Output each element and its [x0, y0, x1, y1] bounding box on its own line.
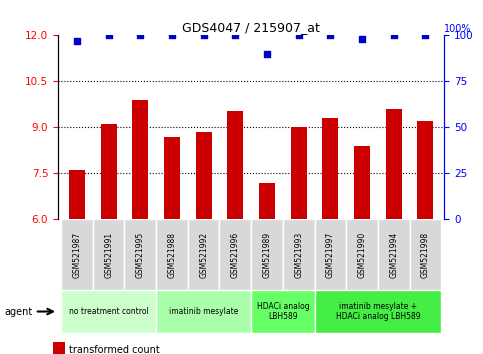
Text: GSM521988: GSM521988 — [168, 232, 176, 278]
Bar — [314, 219, 346, 290]
Bar — [61, 219, 93, 290]
Point — [263, 51, 271, 57]
Bar — [125, 219, 156, 290]
Bar — [132, 100, 148, 219]
Point — [168, 33, 176, 38]
Bar — [53, 342, 65, 354]
Point — [422, 33, 429, 38]
Text: GSM521998: GSM521998 — [421, 232, 430, 278]
Text: GSM521996: GSM521996 — [231, 232, 240, 278]
Text: imatinib mesylate: imatinib mesylate — [169, 307, 238, 316]
Text: 100%: 100% — [444, 24, 472, 34]
Text: imatinib mesylate +
HDACi analog LBH589: imatinib mesylate + HDACi analog LBH589 — [336, 302, 420, 321]
Bar — [196, 132, 212, 219]
Bar — [61, 290, 156, 333]
Point — [73, 38, 81, 44]
Bar — [386, 109, 401, 219]
Text: no treatment control: no treatment control — [69, 307, 148, 316]
Point — [200, 33, 208, 38]
Bar — [156, 219, 188, 290]
Text: GSM521987: GSM521987 — [72, 232, 82, 278]
Point — [231, 33, 239, 38]
Bar — [346, 219, 378, 290]
Bar — [251, 219, 283, 290]
Point — [358, 36, 366, 42]
Bar — [291, 127, 307, 219]
Bar — [259, 183, 275, 219]
Text: GSM521995: GSM521995 — [136, 232, 145, 278]
Bar — [417, 121, 433, 219]
Bar — [156, 290, 251, 333]
Text: GSM521997: GSM521997 — [326, 232, 335, 278]
Text: GSM521992: GSM521992 — [199, 232, 208, 278]
Bar — [283, 219, 314, 290]
Bar — [251, 290, 314, 333]
Bar — [101, 124, 116, 219]
Bar — [410, 219, 441, 290]
Title: GDS4047 / 215907_at: GDS4047 / 215907_at — [182, 21, 320, 34]
Point — [295, 33, 302, 38]
Text: GSM521994: GSM521994 — [389, 232, 398, 278]
Bar — [227, 110, 243, 219]
Point — [390, 33, 398, 38]
Text: transformed count: transformed count — [70, 345, 160, 354]
Point — [136, 33, 144, 38]
Bar — [378, 219, 410, 290]
Bar — [69, 170, 85, 219]
Bar — [354, 146, 370, 219]
Text: GSM521990: GSM521990 — [357, 232, 367, 278]
Bar — [164, 137, 180, 219]
Text: HDACi analog
LBH589: HDACi analog LBH589 — [256, 302, 309, 321]
Bar — [93, 219, 125, 290]
Point — [327, 33, 334, 38]
Point — [105, 33, 113, 38]
Text: GSM521991: GSM521991 — [104, 232, 113, 278]
Bar — [219, 219, 251, 290]
Bar — [188, 219, 219, 290]
Bar — [323, 118, 338, 219]
Text: GSM521993: GSM521993 — [294, 232, 303, 278]
Text: GSM521989: GSM521989 — [262, 232, 271, 278]
Text: agent: agent — [5, 307, 33, 316]
Bar — [314, 290, 441, 333]
